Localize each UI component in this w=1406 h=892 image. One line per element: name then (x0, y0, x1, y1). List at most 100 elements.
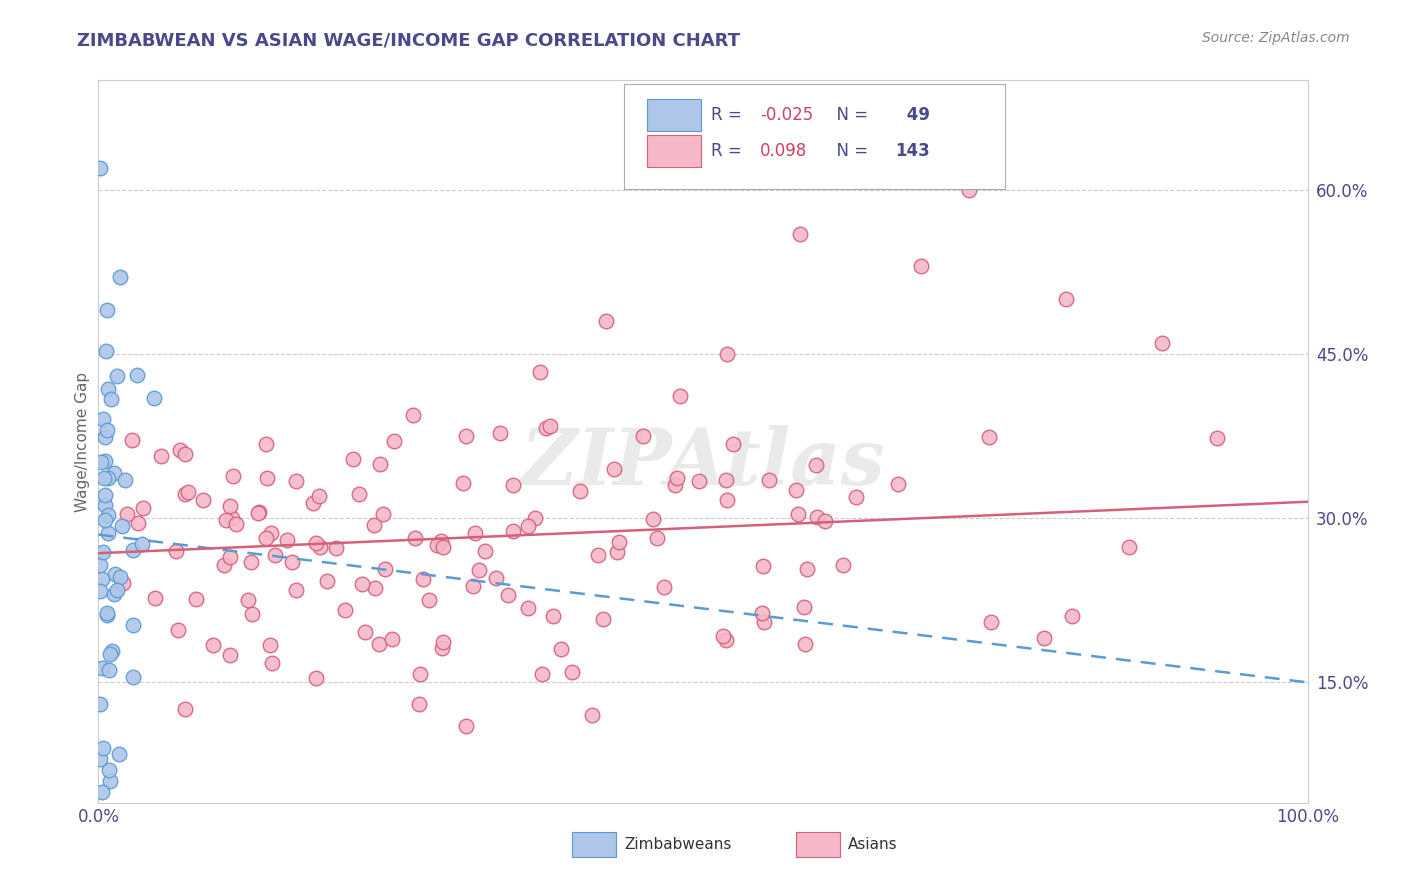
Point (89, 583, 111, 598)
Point (143, 591, 166, 605)
Point (225, 516, 247, 531)
Point (115, 507, 138, 521)
Point (752, 559, 775, 574)
Point (97, 382, 120, 396)
Point (240, 607, 263, 621)
Text: ZIPAtlas: ZIPAtlas (520, 425, 886, 501)
Point (502, 524, 524, 538)
Point (454, 719, 477, 733)
Point (540, 419, 562, 434)
Point (132, 501, 155, 516)
Point (254, 437, 277, 451)
Point (412, 572, 434, 586)
Point (496, 588, 519, 602)
Point (97, 526, 120, 541)
Point (1054, 292, 1077, 306)
Point (262, 657, 284, 671)
Text: 49: 49 (901, 106, 931, 124)
Point (814, 515, 837, 529)
Point (305, 536, 328, 550)
Point (367, 637, 389, 651)
Point (831, 558, 853, 572)
Point (167, 623, 190, 637)
Point (218, 648, 240, 662)
Point (284, 475, 307, 489)
Point (347, 487, 370, 501)
Point (96, 303, 118, 318)
Point (887, 477, 910, 491)
Point (309, 540, 332, 554)
FancyBboxPatch shape (624, 84, 1005, 189)
Point (98, 647, 121, 661)
Point (276, 533, 298, 548)
Text: N =: N = (827, 106, 873, 124)
Point (105, 583, 128, 598)
Point (468, 563, 491, 577)
Point (103, 587, 125, 601)
Point (652, 580, 675, 594)
Text: Asians: Asians (848, 838, 897, 852)
Point (363, 517, 385, 532)
Point (603, 462, 626, 476)
Point (516, 519, 538, 533)
Point (90, 455, 112, 469)
Point (373, 507, 395, 521)
Point (716, 347, 738, 361)
Point (688, 475, 710, 489)
Point (418, 593, 440, 607)
Point (711, 629, 734, 643)
Point (980, 615, 1002, 629)
Point (142, 391, 165, 405)
Point (364, 581, 387, 595)
Point (284, 582, 307, 597)
Point (96, 606, 118, 620)
Point (114, 473, 136, 487)
Point (716, 473, 738, 487)
Point (236, 593, 259, 607)
Point (665, 471, 688, 485)
Point (201, 638, 224, 652)
Point (787, 507, 810, 521)
Point (215, 513, 238, 527)
Point (91, 544, 114, 558)
Point (97, 763, 120, 777)
Point (94, 453, 117, 467)
Point (308, 489, 330, 503)
Point (402, 408, 425, 422)
FancyBboxPatch shape (796, 832, 839, 857)
Text: -0.025: -0.025 (759, 106, 813, 124)
Point (849, 139, 872, 153)
Point (240, 555, 263, 569)
Point (714, 632, 737, 647)
Point (100, 392, 122, 406)
Point (716, 493, 738, 508)
Point (451, 475, 474, 490)
Point (219, 549, 242, 564)
Point (641, 512, 664, 526)
Point (529, 365, 551, 379)
Text: N =: N = (827, 142, 873, 160)
Point (256, 471, 278, 485)
Point (263, 548, 285, 562)
Point (561, 665, 583, 679)
Point (474, 544, 496, 558)
Point (430, 640, 453, 655)
Point (1118, 540, 1140, 554)
Point (110, 270, 132, 285)
Point (254, 531, 277, 545)
Point (606, 545, 628, 559)
Point (631, 429, 654, 443)
Point (91, 741, 114, 756)
Point (910, 260, 932, 274)
Point (193, 493, 215, 508)
Point (381, 632, 404, 646)
FancyBboxPatch shape (647, 136, 700, 167)
Point (408, 666, 430, 681)
Point (723, 437, 745, 451)
Point (752, 615, 775, 629)
Point (94, 498, 117, 512)
Point (105, 368, 128, 383)
Text: R =: R = (711, 106, 748, 124)
Point (793, 600, 815, 615)
Point (212, 558, 235, 572)
